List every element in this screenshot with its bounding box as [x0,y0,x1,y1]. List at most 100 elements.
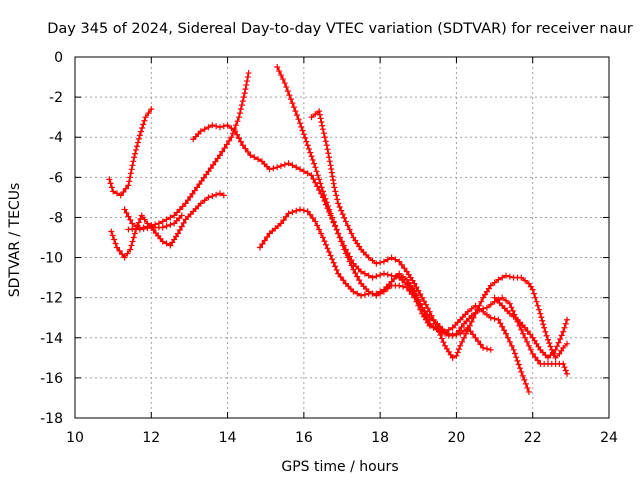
data-point [540,321,547,328]
data-point [216,152,223,159]
data-point [244,78,251,85]
data-point [468,305,475,312]
data-point [483,288,490,295]
data-point [107,180,114,187]
data-point [178,223,185,230]
data-point [200,174,207,181]
data-point [325,203,332,210]
data-point [380,258,387,265]
data-point [155,220,162,227]
data-point [449,354,456,361]
data-point [152,221,159,228]
data-point [304,142,311,149]
data-point [403,268,410,275]
data-point [487,346,494,353]
data-point [331,184,338,191]
data-point [127,216,134,223]
data-point [311,160,318,167]
data-point [116,247,123,254]
data-point [536,306,543,313]
data-point [541,324,548,331]
data-point [178,212,185,219]
data-point [321,192,328,199]
data-point [128,242,135,249]
data-point [224,122,231,129]
data-point [461,327,468,334]
data-point [137,128,144,135]
data-point [213,191,220,198]
data-point [219,148,226,155]
data-point [128,166,135,173]
data-point [445,348,452,355]
data-point [508,304,515,311]
data-point [236,114,243,121]
data-point [461,334,468,341]
data-point [430,316,437,323]
data-point [415,296,422,303]
data-point [384,256,391,263]
data-point [239,142,246,149]
data-point [556,350,563,357]
data-point [421,313,428,320]
data-point [340,277,347,284]
data-point [428,312,435,319]
data-point [320,130,327,137]
data-point [501,327,508,334]
data-point [459,338,466,345]
data-point [330,259,337,266]
data-point [318,184,325,191]
data-point [329,214,336,221]
data-point [213,123,220,130]
series-arc-g [256,206,494,353]
data-point [289,209,296,216]
data-point [305,145,312,152]
data-point [297,166,304,173]
data-point [522,380,529,387]
data-point [396,270,403,277]
data-point [310,176,317,183]
data-point [522,277,529,284]
data-point [292,108,299,115]
data-point [503,297,510,304]
data-point [464,308,471,315]
data-point [244,74,251,81]
data-point [333,192,340,199]
data-point [529,334,536,341]
data-point [205,124,212,131]
data-point [525,280,532,287]
data-point [487,301,494,308]
data-point [506,300,513,307]
data-point [133,143,140,150]
data-point [560,344,567,351]
data-point [179,203,186,210]
data-point [135,219,142,226]
data-point [562,367,569,374]
x-tick-label: 12 [142,430,160,446]
data-point [325,150,332,157]
data-point [241,90,248,97]
data-point [426,308,433,315]
x-tick-label: 18 [371,430,389,446]
data-point [523,338,530,345]
data-point [194,184,201,191]
data-point [480,308,487,315]
data-point [326,154,333,161]
data-point [266,166,273,173]
data-point [515,361,522,368]
data-point [244,148,251,155]
data-point [483,345,490,352]
series-arc-d [125,70,252,233]
y-tick-label: -12 [40,291,63,307]
data-point [441,342,448,349]
data-point [558,332,565,339]
data-point [443,345,450,352]
data-point [201,126,208,133]
data-point [300,131,307,138]
series-arc-i [491,294,571,361]
data-point [424,305,431,312]
data-point [342,218,349,225]
data-point [401,265,408,272]
data-point [295,116,302,123]
data-point [318,230,325,237]
data-point [148,222,155,229]
